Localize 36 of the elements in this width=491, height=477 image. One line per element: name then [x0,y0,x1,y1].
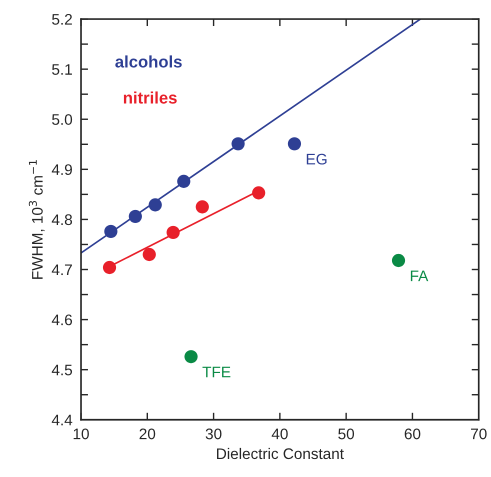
x-tick-label: 40 [272,428,288,440]
x-axis-title: Dielectric Constant [217,448,344,460]
point [148,198,162,212]
annotation: TFE [202,366,230,378]
y-tick-label: 4.6 [52,314,72,326]
x-tick-label: 30 [206,428,222,440]
x-tick-label: 10 [74,428,89,440]
x-tick-label: 70 [471,428,487,440]
point [252,186,266,200]
point [196,200,209,214]
point [142,248,156,262]
point [128,210,142,224]
point [102,260,116,274]
text: nitriles [124,91,177,104]
point [104,224,118,238]
y-tick-label: 4.9 [52,164,72,176]
x-tick-label: 50 [338,428,354,440]
y-tick-label: 5.2 [52,14,72,25]
x-tick-label: 20 [140,428,156,440]
y-tick-label: 5.0 [52,114,72,125]
y-tick-label: 4.5 [52,364,72,376]
y-tick-label: 4.7 [52,264,72,276]
annotation: FA [410,270,428,282]
annotation: EG [306,154,326,165]
point [392,254,406,268]
text: alcohols [115,55,182,68]
y-tick-label: 4.4 [52,414,72,426]
y-axis-title: FWHM, 10$^{3}$ cm$^{−1}$ [28,160,45,279]
point [166,226,180,240]
point [288,137,302,150]
point [184,350,198,364]
x-tick-label: 60 [404,428,420,440]
point [232,137,245,150]
y-tick-label: 5.1 [52,64,72,75]
y-tick-label: 4.8 [52,214,72,226]
point [177,174,190,188]
